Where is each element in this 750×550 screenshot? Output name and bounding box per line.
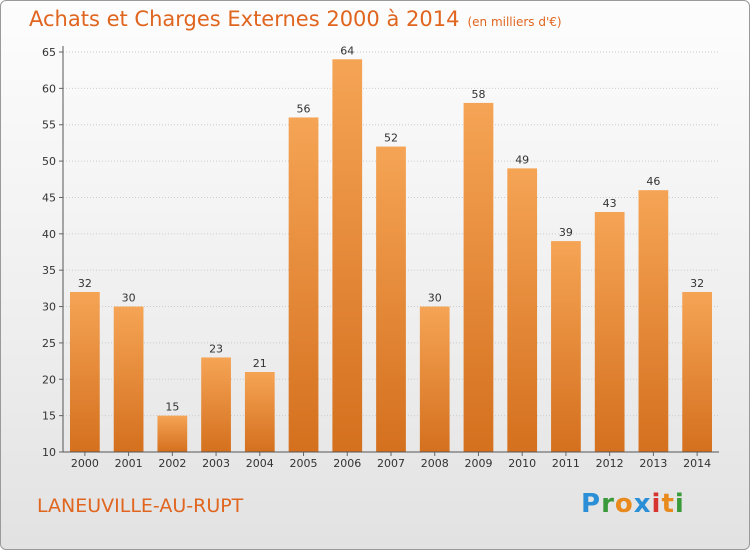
bar-2009 <box>463 102 494 452</box>
chart-title: Achats et Charges Externes 2000 à 2014 (e… <box>29 7 562 31</box>
logo-letter: i <box>674 489 685 519</box>
bar-2005 <box>288 117 319 453</box>
x-tick-label: 2003 <box>202 457 230 470</box>
y-tick-label: 20 <box>42 373 56 386</box>
value-label: 46 <box>646 175 660 188</box>
y-tick-label: 35 <box>42 264 56 277</box>
labels: 10 15 20 25 30 35 40 45 50 55 60 65 32 2000 30 2001 15 20… <box>42 44 711 470</box>
bar-2010 <box>507 168 538 452</box>
bar-2000 <box>69 292 100 452</box>
value-label: 43 <box>603 197 617 210</box>
bar-2011 <box>551 241 581 452</box>
x-tick-label: 2012 <box>596 457 624 470</box>
value-label: 39 <box>559 226 573 239</box>
bars <box>69 59 713 453</box>
x-tick-label: 2005 <box>290 457 318 470</box>
bar-2008 <box>419 306 450 452</box>
y-tick-label: 10 <box>42 446 56 459</box>
bar-2001 <box>113 306 144 452</box>
chart-title-text: Achats et Charges Externes 2000 à 2014 <box>29 7 460 31</box>
x-tick-label: 2001 <box>115 457 143 470</box>
value-label: 32 <box>78 277 92 290</box>
y-tick-label: 15 <box>42 410 56 423</box>
y-tick-label: 65 <box>42 46 56 59</box>
value-label: 52 <box>384 132 398 145</box>
bar-2002 <box>157 415 188 452</box>
y-tick-label: 55 <box>42 119 56 132</box>
value-label: 32 <box>690 277 704 290</box>
y-tick-label: 30 <box>42 301 56 314</box>
value-label: 30 <box>122 292 136 305</box>
bar-2006 <box>332 59 363 452</box>
value-label: 56 <box>297 102 311 115</box>
x-tick-label: 2013 <box>639 457 667 470</box>
x-tick-label: 2002 <box>158 457 186 470</box>
y-tick-label: 45 <box>42 191 56 204</box>
bar-2007 <box>376 146 406 452</box>
x-tick-label: 2014 <box>683 457 711 470</box>
logo-letter: r <box>601 489 615 519</box>
x-tick-label: 2009 <box>464 457 492 470</box>
y-tick-label: 40 <box>42 228 56 241</box>
logo-letter: P <box>581 489 602 519</box>
place-name: LANEUVILLE-AU-RUPT <box>37 495 244 517</box>
logo-letter: o <box>614 489 634 519</box>
x-tick-label: 2007 <box>377 457 405 470</box>
value-label: 58 <box>471 88 485 101</box>
x-tick-label: 2008 <box>421 457 449 470</box>
logo-letter: i <box>651 489 662 519</box>
x-tick-label: 2000 <box>71 457 99 470</box>
chart-subtitle: (en milliers d'€) <box>467 15 562 29</box>
value-label: 15 <box>165 401 179 414</box>
value-label: 64 <box>340 44 354 57</box>
value-label: 30 <box>428 292 442 305</box>
bar-2012 <box>594 212 625 452</box>
x-tick-label: 2006 <box>333 457 361 470</box>
bar-2013 <box>638 190 669 452</box>
value-label: 21 <box>253 357 267 370</box>
axes <box>59 46 719 456</box>
logo-letter: t <box>661 489 675 519</box>
proxiti-logo[interactable]: Proxiti <box>581 489 685 519</box>
y-tick-label: 25 <box>42 337 56 350</box>
bar-2003 <box>201 357 231 452</box>
bar-2004 <box>244 372 275 452</box>
value-label: 23 <box>209 342 223 355</box>
y-tick-label: 60 <box>42 82 56 95</box>
value-label: 49 <box>515 153 529 166</box>
y-tick-label: 50 <box>42 155 56 168</box>
x-tick-label: 2004 <box>246 457 274 470</box>
logo-letter: x <box>633 489 652 519</box>
x-tick-label: 2011 <box>552 457 580 470</box>
bar-2014 <box>682 292 713 452</box>
x-tick-label: 2010 <box>508 457 536 470</box>
